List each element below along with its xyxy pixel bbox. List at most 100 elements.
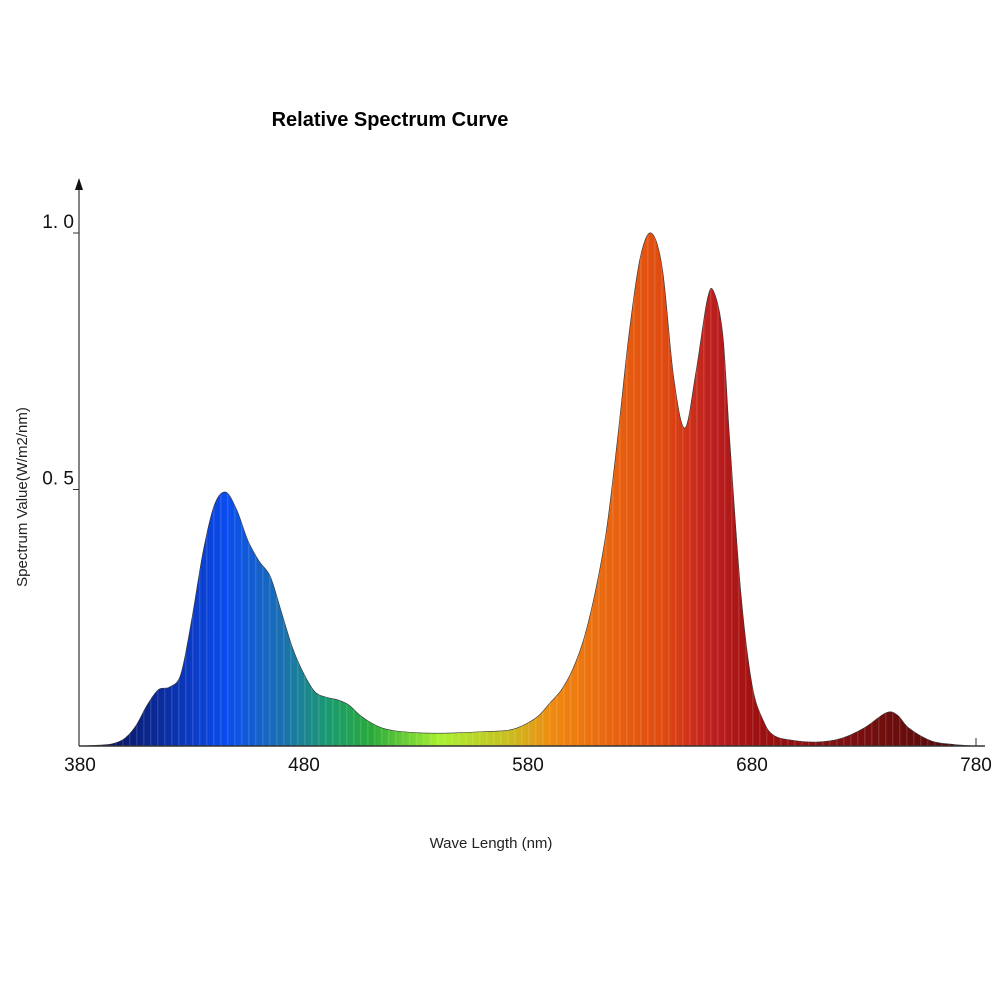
spectrum-stripe [192, 232, 194, 746]
spectrum-stripe [738, 232, 740, 746]
spectrum-stripe [787, 232, 789, 746]
spectrum-stripe [542, 232, 544, 746]
spectrum-stripe [514, 232, 516, 746]
spectrum-stripe [766, 232, 768, 746]
spectrum-stripe [521, 232, 523, 746]
spectrum-stripe [934, 232, 936, 746]
spectrum-stripe [381, 232, 383, 746]
x-tick-label: 680 [736, 755, 768, 776]
spectrum-stripe [409, 232, 411, 746]
spectrum-stripe [955, 232, 957, 746]
spectrum-stripe [101, 232, 103, 746]
spectrum-stripe [423, 232, 425, 746]
spectrum-stripe [619, 232, 621, 746]
spectrum-stripe [283, 232, 285, 746]
y-tick-label: 0. 5 [42, 469, 74, 490]
spectrum-stripe [808, 232, 810, 746]
spectrum-stripe [122, 232, 124, 746]
spectrum-stripe [794, 232, 796, 746]
spectrum-stripe [143, 232, 145, 746]
spectrum-stripe [927, 232, 929, 746]
spectrum-stripe [829, 232, 831, 746]
spectrum-stripe [248, 232, 250, 746]
spectrum-stripe [780, 232, 782, 746]
spectrum-stripe [843, 232, 845, 746]
spectrum-stripe [528, 232, 530, 746]
spectrum-stripe [717, 232, 719, 746]
spectrum-stripe [661, 232, 663, 746]
spectrum-stripe [297, 232, 299, 746]
spectrum-stripe [920, 232, 922, 746]
spectrum-stripe [444, 232, 446, 746]
spectrum-stripe [899, 232, 901, 746]
y-tick-label: 1. 0 [42, 212, 74, 233]
spectrum-stripe [633, 232, 635, 746]
spectrum-stripe [164, 232, 166, 746]
spectrum-stripe [752, 232, 754, 746]
spectrum-stripe [304, 232, 306, 746]
spectrum-stripe [437, 232, 439, 746]
spectrum-stripe [220, 232, 222, 746]
spectrum-stripe [402, 232, 404, 746]
spectrum-stripe [458, 232, 460, 746]
spectrum-stripe [605, 232, 607, 746]
spectrum-stripe [325, 232, 327, 746]
spectrum-stripe [710, 232, 712, 746]
spectrum-stripe [535, 232, 537, 746]
spectrum-stripe [108, 232, 110, 746]
spectrum-stripe [367, 232, 369, 746]
spectrum-stripe [850, 232, 852, 746]
spectrum-stripe [570, 232, 572, 746]
spectrum-stripe [696, 232, 698, 746]
spectrum-stripe [640, 232, 642, 746]
spectrum-stripe [556, 232, 558, 746]
spectrum-stripe [584, 232, 586, 746]
spectrum-stripe [577, 232, 579, 746]
spectrum-stripe [472, 232, 474, 746]
spectrum-stripe [668, 232, 670, 746]
spectrum-stripe [857, 232, 859, 746]
spectrum-stripe [241, 232, 243, 746]
spectrum-stripe [178, 232, 180, 746]
spectrum-stripe [759, 232, 761, 746]
spectrum-stripe [234, 232, 236, 746]
spectrum-stripe [962, 232, 964, 746]
spectrum-stripe [185, 232, 187, 746]
spectrum-stripe [815, 232, 817, 746]
spectrum-stripe [969, 232, 971, 746]
spectrum-stripe [129, 232, 131, 746]
spectrum-stripe [157, 232, 159, 746]
spectrum-stripe [682, 232, 684, 746]
spectrum-stripe [885, 232, 887, 746]
spectrum-stripe [227, 232, 229, 746]
spectrum-stripe [115, 232, 117, 746]
spectrum-stripe [87, 232, 89, 746]
spectrum-stripe [479, 232, 481, 746]
spectrum-area [79, 232, 977, 747]
x-tick-label: 780 [960, 755, 992, 776]
spectrum-stripe [346, 232, 348, 746]
spectrum-stripe [871, 232, 873, 746]
spectrum-stripes [80, 232, 971, 746]
spectrum-stripe [388, 232, 390, 746]
spectrum-stripe [213, 232, 215, 746]
spectrum-stripe [290, 232, 292, 746]
x-tick-label: 480 [288, 755, 320, 776]
spectrum-stripe [171, 232, 173, 746]
spectrum-stripe [500, 232, 502, 746]
spectrum-stripe [318, 232, 320, 746]
spectrum-stripe [892, 232, 894, 746]
spectrum-stripe [507, 232, 509, 746]
spectrum-stripe [906, 232, 908, 746]
spectrum-stripe [276, 232, 278, 746]
spectrum-stripe [878, 232, 880, 746]
spectrum-stripe [395, 232, 397, 746]
spectrum-stripe [332, 232, 334, 746]
spectrum-stripe [612, 232, 614, 746]
x-tick-label: 580 [512, 755, 544, 776]
spectrum-stripe [948, 232, 950, 746]
spectrum-stripe [136, 232, 138, 746]
spectrum-stripe [598, 232, 600, 746]
spectrum-stripe [864, 232, 866, 746]
